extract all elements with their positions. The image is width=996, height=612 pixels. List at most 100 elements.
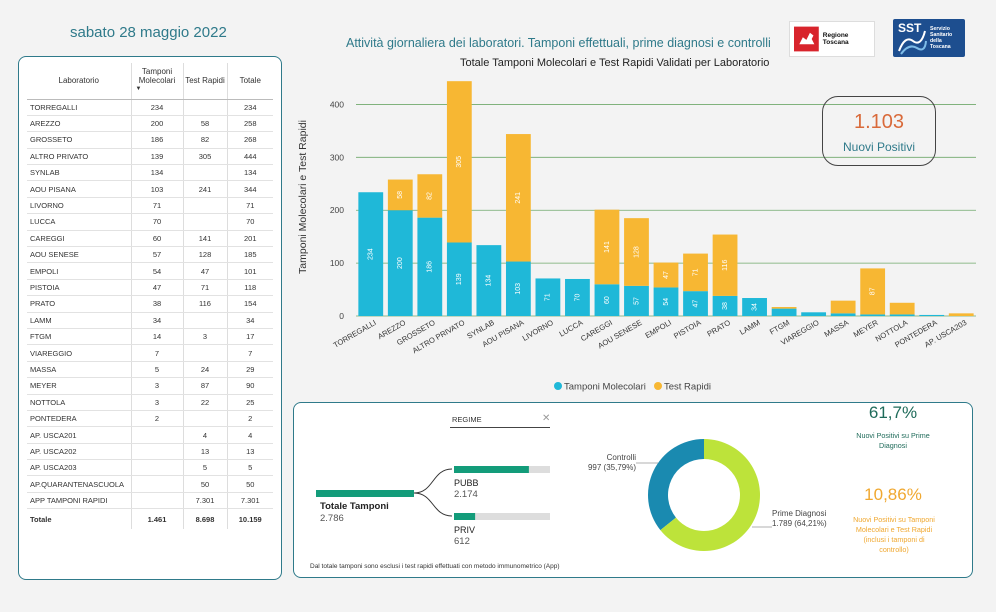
bar-data-label: 71 — [545, 293, 552, 301]
table-cell: AP. USCA203 — [27, 459, 131, 477]
table-row[interactable]: FTGM 14 3 17 — [27, 328, 273, 346]
bar-molecolari[interactable] — [387, 210, 413, 316]
table-cell: 90 — [226, 377, 273, 395]
bar-molecolari[interactable] — [594, 284, 620, 316]
bar-molecolari[interactable] — [860, 314, 886, 316]
bar-molecolari[interactable] — [505, 261, 531, 316]
column-header-test-rapidi[interactable]: Test Rapidi — [182, 63, 227, 100]
table-row[interactable]: EMPOLI 54 47 101 — [27, 262, 273, 280]
table-cell: 186 — [130, 131, 183, 149]
bar-molecolari[interactable] — [801, 312, 827, 316]
bar-molecolari[interactable] — [446, 242, 472, 316]
table-cell: LIVORNO — [27, 197, 131, 215]
pegasus-emblem-icon — [794, 26, 819, 52]
bar-molecolari[interactable] — [358, 192, 384, 316]
table-row[interactable]: NOTTOLA 3 22 25 — [27, 394, 273, 411]
bar-molecolari[interactable] — [653, 287, 679, 316]
bar-test-rapidi[interactable] — [889, 302, 915, 315]
table-cell — [182, 213, 227, 231]
table-row[interactable]: MEYER 3 87 90 — [27, 377, 273, 395]
close-icon[interactable]: ✕ — [542, 413, 551, 424]
table-row[interactable]: PONTEDERA 2 2 — [27, 410, 273, 428]
table-cell: 2 — [130, 410, 183, 428]
bar-molecolari[interactable] — [742, 298, 767, 316]
table-cell: 154 — [226, 295, 273, 313]
table-cell: 82 — [182, 131, 227, 149]
bar-molecolari[interactable] — [565, 278, 590, 316]
table-cell: 134 — [226, 164, 273, 182]
pubb-node-label[interactable]: PUBB — [454, 478, 479, 488]
bar-test-rapidi[interactable] — [948, 313, 974, 316]
table-row[interactable]: SYNLAB 134 134 — [27, 164, 273, 182]
bar-test-rapidi[interactable] — [505, 134, 531, 262]
table-cell — [182, 344, 227, 362]
bar-molecolari[interactable] — [830, 313, 856, 316]
table-row[interactable]: ALTRO PRIVATO 139 305 444 — [27, 148, 273, 166]
table-row[interactable]: AOU PISANA 103 241 344 — [27, 180, 273, 198]
table-row[interactable]: LAMM 34 34 — [27, 312, 273, 329]
table-row[interactable]: PRATO 38 116 154 — [27, 295, 273, 313]
x-tick-label: LIVORNO — [521, 318, 555, 343]
bar-molecolari[interactable] — [535, 278, 561, 316]
main-title: Attività giornaliera dei laboratori. Tam… — [346, 36, 771, 50]
donut-slice-prime-diagnosi[interactable] — [660, 439, 760, 551]
bar-test-rapidi[interactable] — [417, 174, 443, 218]
bar-test-rapidi[interactable] — [683, 253, 708, 292]
bar-molecolari[interactable] — [476, 245, 502, 316]
table-cell: 3 — [130, 394, 183, 411]
column-header-totale[interactable]: Totale — [226, 63, 273, 100]
table-cell: 47 — [182, 262, 227, 280]
bar-molecolari[interactable] — [919, 314, 945, 316]
bar-test-rapidi[interactable] — [653, 262, 679, 288]
bar-molecolari[interactable] — [771, 308, 797, 316]
table-row[interactable]: AOU SENESE 57 128 185 — [27, 246, 273, 264]
bar-test-rapidi[interactable] — [712, 234, 738, 296]
table-row[interactable]: PISTOIA 47 71 118 — [27, 279, 273, 297]
table-cell: AOU SENESE — [27, 246, 131, 264]
bar-data-label: 70 — [574, 293, 581, 301]
table-row[interactable]: VIAREGGIO 7 7 — [27, 344, 273, 362]
bar-molecolari[interactable] — [417, 217, 443, 316]
table-row[interactable]: AP.QUARANTENASCUOLA 50 50 — [27, 475, 273, 493]
table-cell: 3 — [182, 328, 227, 346]
bar-molecolari[interactable] — [683, 291, 708, 316]
table-cell: GROSSETO — [27, 131, 131, 149]
table-cell: TORREGALLI — [27, 99, 131, 116]
table-row[interactable]: AP. USCA202 13 13 — [27, 443, 273, 461]
bar-test-rapidi[interactable] — [446, 81, 472, 243]
priv-node-value: 612 — [454, 536, 470, 547]
table-row[interactable]: LUCCA 70 70 — [27, 213, 273, 231]
table-cell: APP TAMPONI RAPIDI — [27, 492, 131, 510]
bar-test-rapidi[interactable] — [387, 179, 413, 211]
table-row[interactable]: CAREGGI 60 141 201 — [27, 230, 273, 248]
bar-molecolari[interactable] — [889, 314, 915, 316]
bar-data-label: 103 — [515, 283, 522, 295]
table-row[interactable]: GROSSETO 186 82 268 — [27, 131, 273, 149]
bar-molecolari[interactable] — [624, 285, 649, 316]
stat-prime-diagnosi-desc: Nuovi Positivi su Prime Diagnosi — [856, 431, 930, 450]
bar-test-rapidi[interactable] — [860, 268, 886, 315]
table-row[interactable]: AREZZO 200 58 258 — [27, 115, 273, 133]
bar-test-rapidi[interactable] — [771, 307, 797, 309]
column-header-tamponi-molecolari[interactable]: Tamponi Molecolari ▼ — [130, 63, 183, 100]
table-cell: 141 — [182, 230, 227, 248]
bar-test-rapidi[interactable] — [594, 209, 620, 285]
table-row[interactable]: AP. USCA201 4 4 — [27, 426, 273, 444]
table-cell: 185 — [226, 246, 273, 264]
bar-test-rapidi[interactable] — [624, 218, 649, 286]
regime-filter-label[interactable]: REGIME — [452, 415, 482, 424]
bar-test-rapidi[interactable] — [830, 300, 856, 314]
table-cell: 7 — [130, 344, 183, 362]
table-row[interactable]: TORREGALLI 234 234 — [27, 99, 273, 116]
table-row[interactable]: APP TAMPONI RAPIDI 7.301 7.301 — [27, 492, 273, 510]
priv-node-label[interactable]: PRIV — [454, 525, 476, 535]
root-node-label[interactable]: Totale Tamponi — [320, 501, 389, 512]
donut-slice-controlli[interactable] — [648, 439, 704, 531]
bar-molecolari[interactable] — [712, 295, 738, 316]
table-cell: AOU PISANA — [27, 180, 131, 198]
table-row[interactable]: LIVORNO 71 71 — [27, 197, 273, 215]
table-row[interactable]: AP. USCA203 5 5 — [27, 459, 273, 477]
table-row[interactable]: MASSA 5 24 29 — [27, 361, 273, 379]
lab-table: Laboratorio Tamponi Molecolari ▼ Test Rap… — [27, 63, 273, 529]
column-header-laboratorio[interactable]: Laboratorio — [27, 63, 131, 100]
